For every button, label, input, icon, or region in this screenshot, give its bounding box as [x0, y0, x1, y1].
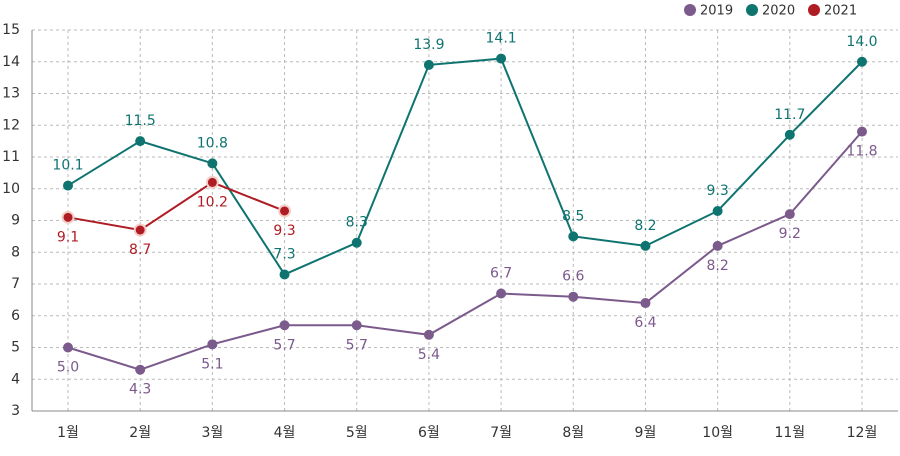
data-label: 5.1: [201, 356, 223, 372]
data-label: 14.1: [486, 31, 517, 47]
data-point: [423, 59, 434, 70]
legend-label: 2021: [824, 4, 857, 19]
data-label: 6.6: [562, 269, 584, 285]
data-label: 9.3: [273, 223, 295, 239]
x-tick-label: 6월: [418, 425, 440, 441]
data-label: 14.0: [846, 34, 877, 50]
data-point: [135, 136, 146, 147]
data-point: [63, 180, 73, 191]
y-tick-label: 3: [11, 403, 20, 419]
data-label: 7.3: [273, 246, 295, 262]
x-tick-label: 7월: [490, 425, 512, 441]
data-label: 5.7: [273, 337, 295, 353]
data-label: 5.4: [418, 347, 440, 363]
x-tick-label: 12월: [847, 425, 878, 441]
data-label: 13.9: [413, 37, 444, 53]
data-label: 9.3: [707, 183, 729, 199]
data-label: 8.7: [129, 242, 151, 258]
x-tick-label: 2월: [129, 425, 151, 441]
data-point: [857, 56, 867, 67]
data-point: [63, 342, 73, 353]
legend-label: 2019: [700, 4, 733, 19]
x-tick-label: 11월: [774, 425, 805, 441]
y-tick-label: 15: [2, 22, 20, 38]
data-point: [784, 129, 795, 140]
data-point: [784, 209, 795, 220]
x-tick-label: 1월: [57, 425, 79, 441]
data-label: 10.8: [197, 135, 228, 151]
data-point: [568, 231, 579, 242]
data-label: 9.1: [57, 229, 79, 245]
y-tick-label: 8: [11, 244, 20, 260]
x-tick-label: 8월: [562, 425, 584, 441]
data-label: 10.2: [197, 194, 228, 210]
data-label: 11.7: [774, 107, 805, 123]
y-tick-label: 11: [2, 149, 20, 165]
data-label: 8.2: [634, 218, 656, 234]
legend-label: 2020: [762, 4, 795, 19]
data-label: 10.1: [52, 158, 83, 174]
series-line: [67, 57, 863, 276]
x-tick-label: 5월: [346, 425, 368, 441]
y-tick-label: 14: [2, 54, 20, 70]
data-label: 5.7: [346, 337, 368, 353]
data-point: [351, 237, 362, 248]
data-label: 5.0: [57, 360, 79, 376]
x-tick-label: 4월: [274, 425, 296, 441]
data-label: 8.3: [346, 215, 368, 231]
series-line: [67, 130, 863, 371]
data-label: 6.7: [490, 266, 512, 282]
series-line: [67, 181, 285, 232]
legend-swatch: [808, 4, 820, 16]
y-tick-label: 6: [11, 308, 20, 324]
y-tick-label: 7: [11, 276, 20, 292]
data-point: [135, 364, 146, 375]
x-tick-label: 3월: [201, 425, 223, 441]
data-point: [351, 320, 362, 331]
y-tick-label: 4: [11, 371, 20, 387]
x-tick-label: 10월: [702, 425, 733, 441]
data-point: [205, 175, 219, 189]
data-label: 11.8: [846, 144, 877, 160]
data-point: [207, 339, 218, 350]
data-point: [640, 298, 651, 309]
y-tick-label: 9: [11, 213, 20, 229]
data-label: 6.4: [634, 315, 656, 331]
data-point: [640, 240, 651, 251]
data-point: [712, 240, 723, 251]
data-point: [568, 291, 579, 302]
data-point: [207, 158, 218, 169]
data-label: 9.2: [779, 226, 801, 242]
data-label: 8.5: [562, 208, 584, 224]
x-tick-label: 9월: [635, 425, 657, 441]
data-label: 4.3: [129, 382, 151, 398]
data-point: [423, 329, 434, 340]
y-tick-label: 13: [2, 86, 20, 102]
y-tick-label: 12: [2, 117, 20, 133]
data-label: 8.2: [707, 258, 729, 274]
data-point: [61, 210, 75, 224]
data-point: [279, 320, 290, 331]
data-point: [496, 288, 507, 299]
data-point: [712, 205, 723, 216]
legend-swatch: [684, 4, 696, 16]
y-tick-label: 10: [2, 181, 20, 197]
data-point: [496, 53, 507, 64]
data-point: [278, 204, 292, 218]
legend-swatch: [746, 4, 758, 16]
data-label: 11.5: [125, 113, 156, 129]
data-point: [279, 269, 290, 280]
data-point: [857, 126, 867, 137]
y-tick-label: 5: [11, 340, 20, 356]
data-point: [133, 223, 147, 237]
